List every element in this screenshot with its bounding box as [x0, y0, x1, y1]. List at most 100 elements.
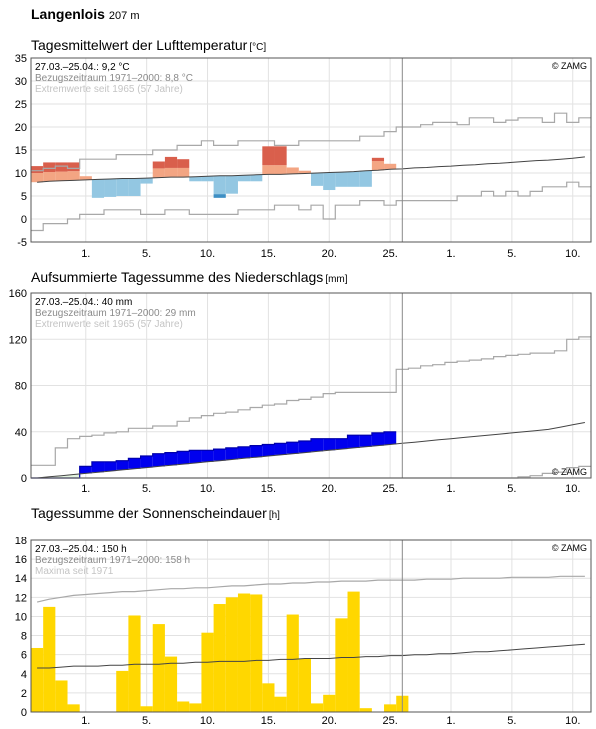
- y-tick-label: 0: [21, 473, 27, 485]
- temperature-unit: [°C]: [249, 42, 267, 53]
- precipitation-excess-bar: [225, 447, 238, 460]
- temperature-bar-cold: [250, 174, 263, 182]
- temperature-bar-cold: [189, 176, 202, 182]
- x-tick-label: 5.: [507, 483, 516, 495]
- sunshine-bar: [262, 683, 275, 712]
- sunshine-bar: [201, 632, 214, 712]
- precipitation-chart: 0 40 80 120 160 1. 5. 10. 15. 20. 25. 1. 5. 10. 27.03.…: [9, 288, 592, 495]
- credit-label: © ZAMG: [552, 467, 587, 477]
- y-tick-label: 12: [15, 592, 27, 604]
- sunshine-unit: [h]: [268, 510, 280, 521]
- temperature-title-text: Tagesmittelwert der Lufttemperatur: [31, 37, 248, 53]
- y-tick-label: 10: [15, 168, 27, 180]
- sunshine-bar: [323, 694, 336, 712]
- x-tick-label: 5.: [142, 715, 151, 727]
- precipitation-excess-bar: [274, 443, 287, 455]
- temperature-bar-warm-strong: [262, 146, 275, 166]
- sunshine-bar: [335, 618, 348, 712]
- sunshine-bar: [31, 647, 44, 712]
- y-tick-label: 30: [15, 76, 27, 88]
- sunshine-chart-title: Tagessumme der Sonnenscheindauer [h]: [31, 505, 280, 521]
- precipitation-excess-bar: [311, 438, 324, 452]
- credit-label: © ZAMG: [552, 61, 587, 71]
- precipitation-excess-bar: [250, 445, 263, 458]
- min-extreme-line: [31, 181, 591, 232]
- precipitation-excess-bar: [262, 444, 275, 457]
- temperature-bar-warm-strong: [31, 166, 44, 173]
- temperature-bar-warm: [55, 171, 68, 181]
- plot-frame: [30, 539, 592, 713]
- temperature-bar-warm-strong: [164, 156, 178, 168]
- y-tick-label: -5: [17, 237, 27, 249]
- x-tick-label: 1.: [81, 248, 90, 260]
- x-tick-label: 10.: [565, 248, 580, 260]
- temperature-bar-cold: [201, 176, 214, 182]
- normal-line: [37, 643, 585, 669]
- y-tick-label: 14: [15, 573, 27, 585]
- y-tick-label: 8: [21, 631, 27, 643]
- plot-frame: [30, 292, 592, 479]
- y-tick-label: 6: [21, 650, 27, 662]
- temperature-bar-cold: [140, 178, 153, 184]
- precipitation-excess-bar: [359, 435, 372, 447]
- temperature-chart: -5 0 5 10 15 20 25 30 35 1. 5. 10. 15. 20. 25. 1. 5. 10. 2…: [15, 53, 592, 260]
- x-tick-label: 5.: [507, 248, 516, 260]
- temperature-bar-cold: [225, 175, 238, 194]
- x-tick-label: 20.: [322, 715, 337, 727]
- temperature-bar-cold: [335, 172, 348, 187]
- temperature-bar-cold: [91, 179, 105, 198]
- temperature-bar-warm: [286, 167, 299, 174]
- precipitation-excess-bar: [384, 431, 397, 445]
- info-line: Extremwerte seit 1965 (57 Jahre): [35, 84, 183, 95]
- precipitation-excess-bar: [213, 449, 226, 461]
- sunshine-bar: [55, 680, 68, 712]
- x-tick-label: 1.: [81, 483, 90, 495]
- normal-line: [37, 156, 585, 183]
- temperature-bar-warm: [67, 171, 80, 181]
- max-extreme-line: [31, 112, 591, 172]
- precipitation-excess-bar: [335, 438, 348, 450]
- y-tick-label: 120: [9, 334, 27, 346]
- x-tick-label: 10.: [200, 483, 215, 495]
- precipitation-title-text: Aufsummierte Tagessumme des Niederschlag…: [31, 269, 324, 285]
- temperature-bar-cold: [116, 178, 129, 196]
- temperature-bar-cold: [359, 170, 372, 187]
- y-tick-label: 16: [15, 554, 27, 566]
- x-tick-label: 1.: [446, 248, 455, 260]
- temperature-bar-cold: [104, 178, 117, 197]
- temperature-bar-warm: [79, 176, 92, 180]
- temperature-bar-warm: [298, 170, 311, 174]
- temperature-bar-warm-strong: [274, 146, 287, 166]
- x-tick-label: 20.: [322, 483, 337, 495]
- sunshine-bar: [298, 658, 311, 712]
- info-line: Maxima seit 1971: [35, 566, 114, 577]
- sunshine-bar: [286, 614, 299, 712]
- temperature-bar-warm: [152, 168, 165, 178]
- sunshine-bar: [116, 670, 129, 712]
- temperature-chart-title: Tagesmittelwert der Lufttemperatur [°C]: [31, 37, 266, 53]
- plot-frame: [30, 57, 592, 243]
- info-line: 27.03.–25.04.: 40 mm: [35, 297, 132, 308]
- precipitation-excess-bar: [79, 466, 92, 474]
- sunshine-chart: 0 2 4 6 8 10 12 14 16 18 1. 5. 10. 15. 20. 25. 1. 5. 10. 27…: [15, 537, 592, 727]
- x-tick-label: 10.: [565, 715, 580, 727]
- x-tick-label: 15.: [261, 483, 276, 495]
- precipitation-excess-bar: [128, 458, 141, 469]
- x-tick-label: 10.: [200, 248, 215, 260]
- precipitation-excess-bar: [140, 456, 153, 468]
- y-tick-label: 25: [15, 99, 27, 111]
- info-line: 27.03.–25.04.: 9,2 °C: [35, 62, 130, 73]
- x-tick-label: 1.: [446, 715, 455, 727]
- station-elevation: 207 m: [108, 10, 140, 22]
- x-tick-label: 5.: [142, 483, 151, 495]
- sunshine-bar: [213, 604, 226, 712]
- precipitation-excess-bar: [189, 450, 202, 463]
- precipitation-excess-bar: [237, 446, 251, 459]
- info-line: 27.03.–25.04.: 150 h: [35, 544, 127, 555]
- y-tick-label: 15: [15, 145, 27, 157]
- temperature-bar-warm-strong: [371, 157, 385, 162]
- y-tick-label: 35: [15, 53, 27, 65]
- temperature-bar-warm: [371, 161, 385, 171]
- y-tick-label: 5: [21, 191, 27, 203]
